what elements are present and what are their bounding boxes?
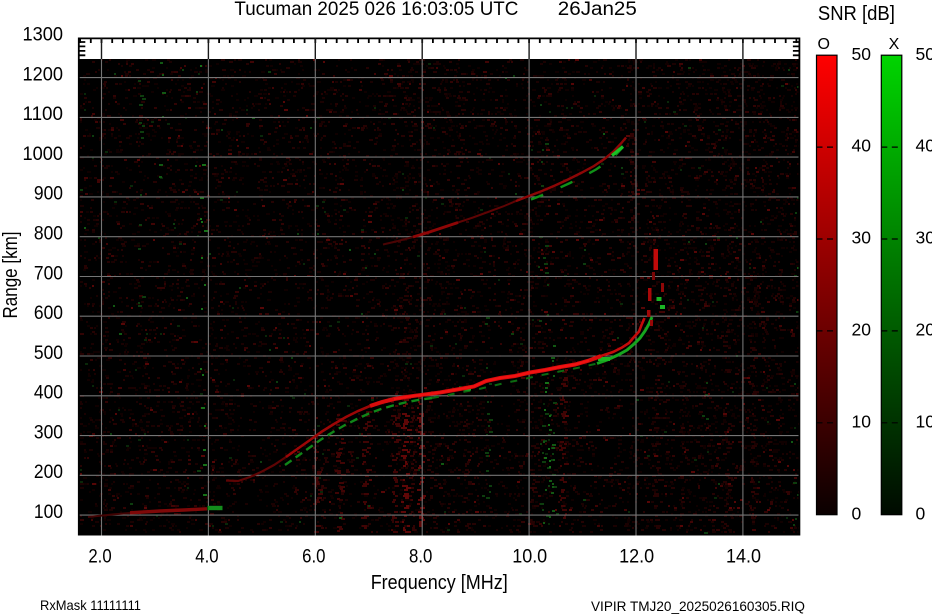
svg-text:4.0: 4.0 bbox=[195, 547, 218, 568]
svg-text:Tucuman 2025 026 16:03:05 UTC: Tucuman 2025 026 16:03:05 UTC bbox=[234, 0, 518, 20]
svg-text:X: X bbox=[889, 36, 900, 53]
svg-text:40: 40 bbox=[852, 136, 872, 156]
svg-text:200: 200 bbox=[34, 462, 63, 483]
svg-text:300: 300 bbox=[34, 422, 63, 443]
svg-text:30: 30 bbox=[916, 228, 932, 248]
svg-text:Range [km]: Range [km] bbox=[0, 232, 22, 319]
svg-text:RxMask 11111111: RxMask 11111111 bbox=[40, 597, 141, 613]
svg-text:800: 800 bbox=[34, 223, 63, 244]
svg-text:6.0: 6.0 bbox=[302, 547, 325, 568]
svg-text:50: 50 bbox=[916, 44, 932, 64]
svg-text:VIPIR TMJ20_2025026160305.RIQ: VIPIR TMJ20_2025026160305.RIQ bbox=[591, 598, 805, 614]
svg-text:1000: 1000 bbox=[23, 144, 64, 165]
svg-text:1100: 1100 bbox=[23, 104, 64, 125]
svg-text:1300: 1300 bbox=[23, 25, 64, 46]
svg-text:12.0: 12.0 bbox=[619, 547, 654, 568]
svg-text:1200: 1200 bbox=[23, 64, 64, 85]
svg-text:40: 40 bbox=[916, 136, 932, 156]
svg-text:SNR [dB]: SNR [dB] bbox=[818, 3, 895, 25]
svg-text:400: 400 bbox=[34, 383, 63, 404]
svg-text:10.0: 10.0 bbox=[512, 547, 547, 568]
svg-text:20: 20 bbox=[852, 320, 872, 340]
svg-text:600: 600 bbox=[34, 303, 63, 324]
svg-text:30: 30 bbox=[852, 228, 872, 248]
svg-text:0: 0 bbox=[916, 503, 926, 523]
svg-text:2.0: 2.0 bbox=[88, 547, 111, 568]
svg-text:O: O bbox=[817, 36, 829, 53]
svg-text:50: 50 bbox=[852, 44, 872, 64]
svg-text:100: 100 bbox=[34, 502, 63, 523]
svg-text:26Jan25: 26Jan25 bbox=[558, 0, 637, 20]
svg-text:700: 700 bbox=[34, 263, 63, 284]
svg-text:500: 500 bbox=[34, 343, 63, 364]
svg-text:20: 20 bbox=[916, 320, 932, 340]
svg-text:Frequency [MHz]: Frequency [MHz] bbox=[371, 572, 508, 594]
svg-text:14.0: 14.0 bbox=[726, 547, 761, 568]
svg-text:10: 10 bbox=[852, 411, 872, 431]
svg-text:900: 900 bbox=[34, 184, 63, 205]
svg-text:0: 0 bbox=[852, 503, 862, 523]
svg-text:10: 10 bbox=[916, 411, 932, 431]
svg-text:8.0: 8.0 bbox=[409, 547, 432, 568]
